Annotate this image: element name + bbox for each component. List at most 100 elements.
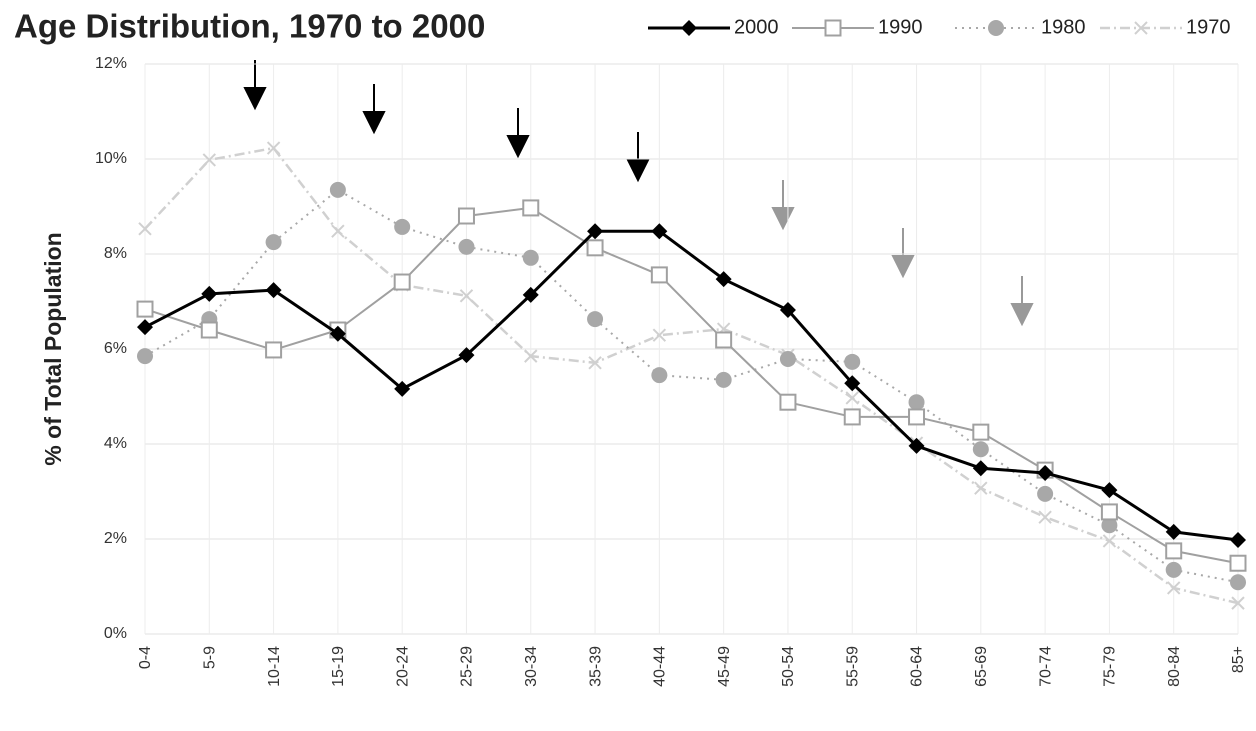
point-marker (459, 289, 474, 303)
point-marker (908, 437, 925, 454)
series (137, 181, 1246, 591)
point-marker (974, 481, 988, 495)
x-tick-label: 85+ (1230, 646, 1247, 673)
legend-label: 2000 (734, 16, 779, 38)
point-marker (394, 380, 411, 397)
point-marker (137, 348, 153, 365)
point-marker (650, 266, 668, 284)
point-marker (522, 286, 539, 303)
point-marker (137, 319, 153, 336)
point-marker (393, 273, 411, 291)
point-marker (1230, 531, 1246, 548)
x-tick-label: 25-29 (459, 646, 476, 687)
x-tick-label: 5-9 (202, 646, 219, 669)
point-marker (1229, 554, 1247, 572)
series (137, 223, 1246, 548)
point-marker (1165, 561, 1182, 578)
x-tick-label: 30-34 (523, 646, 540, 687)
legend-label: 1990 (878, 16, 923, 38)
point-marker (524, 349, 538, 363)
point-marker (972, 441, 989, 458)
point-marker (1101, 517, 1118, 534)
point-marker (587, 311, 604, 328)
legend-label: 1980 (1041, 16, 1086, 38)
point-marker (1230, 574, 1246, 591)
point-marker (588, 356, 602, 370)
point-marker (265, 282, 282, 299)
chart-title: Age Distribution, 1970 to 2000 (14, 8, 485, 45)
y-tick-label: 2% (104, 530, 127, 547)
point-marker (587, 223, 604, 240)
point-marker (779, 350, 796, 367)
point-marker (1038, 510, 1052, 524)
series-line (144, 146, 1239, 605)
legend-marker (988, 20, 1004, 36)
point-marker (522, 199, 540, 217)
legend-item: 1990 (792, 16, 923, 38)
point-marker (1101, 482, 1118, 499)
point-marker (652, 328, 667, 342)
y-tick-label: 6% (104, 340, 127, 357)
point-marker (329, 181, 346, 198)
point-marker (715, 271, 732, 288)
x-tick-label: 75-79 (1102, 646, 1119, 687)
point-marker (779, 302, 796, 319)
x-tick-label: 10-14 (266, 646, 283, 687)
point-marker (200, 321, 218, 339)
legend-marker (1134, 21, 1148, 35)
point-marker (1231, 596, 1245, 610)
point-marker (845, 391, 859, 405)
x-tick-label: 70-74 (1037, 646, 1054, 687)
y-axis-label: % of Total Population (40, 232, 66, 465)
point-marker (265, 234, 282, 251)
x-tick-label: 50-54 (780, 646, 797, 687)
x-tick-label: 35-39 (587, 646, 604, 687)
point-marker (1037, 464, 1054, 481)
point-marker (202, 153, 217, 167)
point-marker (651, 367, 668, 384)
point-marker (457, 207, 475, 225)
point-marker (1100, 503, 1118, 521)
point-marker (972, 423, 990, 441)
point-marker (586, 239, 604, 257)
point-marker (972, 460, 989, 477)
legend-item: 1980 (955, 16, 1086, 38)
legend-item: 2000 (648, 16, 779, 38)
legend-label: 1970 (1186, 16, 1231, 38)
point-marker (1167, 581, 1181, 595)
point-marker (331, 224, 345, 238)
point-marker (908, 394, 925, 411)
point-marker (844, 353, 861, 370)
point-marker (265, 341, 283, 359)
y-tick-label: 0% (104, 625, 127, 642)
point-marker (844, 375, 861, 392)
x-tick-label: 55-59 (844, 646, 861, 687)
point-marker (522, 249, 539, 266)
y-tick-label: 8% (104, 245, 127, 262)
point-marker (1165, 523, 1182, 540)
y-tick-label: 4% (104, 435, 127, 452)
point-marker (715, 331, 733, 349)
point-marker (651, 223, 668, 240)
point-marker (201, 285, 218, 302)
x-tick-label: 0-4 (137, 646, 154, 669)
point-marker (394, 218, 411, 235)
x-tick-label: 40-44 (652, 646, 669, 687)
point-marker (458, 238, 475, 255)
point-marker (843, 408, 861, 426)
x-tick-label: 65-69 (973, 646, 990, 687)
point-marker (1102, 534, 1117, 548)
point-marker (1165, 542, 1183, 560)
point-marker (1037, 485, 1054, 502)
x-tick-label: 60-64 (909, 646, 926, 687)
point-marker (138, 222, 152, 236)
point-marker (458, 347, 475, 364)
legend-marker (824, 19, 842, 37)
x-tick-label: 45-49 (716, 646, 733, 687)
point-marker (908, 408, 926, 426)
point-marker (266, 141, 281, 155)
legend-item: 1970 (1100, 16, 1231, 38)
y-tick-label: 10% (95, 150, 127, 167)
